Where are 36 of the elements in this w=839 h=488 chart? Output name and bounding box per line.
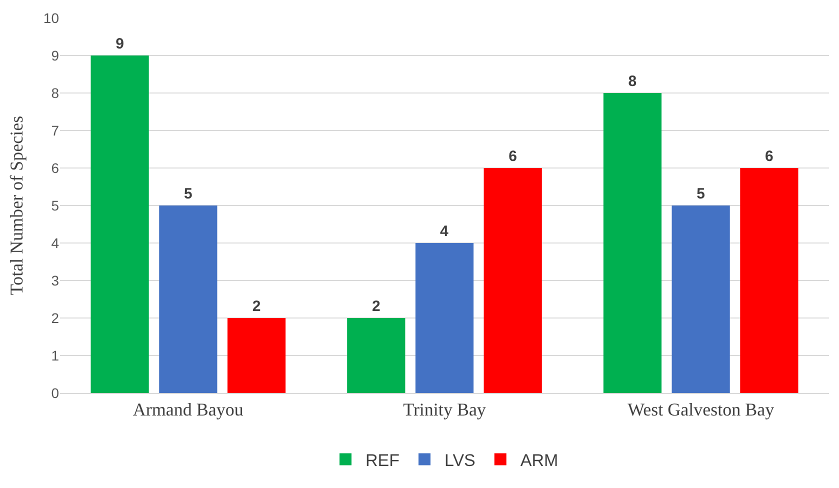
y-tick-label: 10 — [43, 10, 60, 26]
data-label: 6 — [508, 148, 518, 165]
bar — [672, 206, 730, 393]
y-tick-label: 0 — [51, 384, 60, 401]
legend-label: REF — [366, 450, 400, 470]
x-tick-label: West Galveston Bay — [628, 400, 774, 420]
y-tick-label: 7 — [51, 122, 60, 138]
y-axis-title: Total Number of Species — [6, 116, 27, 296]
y-tick-label: 8 — [51, 84, 60, 101]
bar — [484, 168, 542, 393]
bar — [603, 93, 662, 393]
bar — [347, 318, 406, 393]
data-label: 6 — [765, 148, 774, 165]
legend-label: ARM — [520, 450, 558, 470]
data-label: 9 — [116, 36, 124, 52]
data-label: 4 — [440, 223, 449, 240]
data-label: 2 — [372, 298, 380, 315]
data-label: 5 — [184, 186, 192, 202]
bar — [159, 206, 218, 393]
bar — [415, 243, 474, 393]
y-tick-label: 2 — [51, 310, 60, 326]
bar — [90, 56, 149, 393]
y-tick-label: 5 — [51, 197, 60, 214]
y-tick-label: 6 — [51, 160, 60, 176]
data-label: 5 — [696, 186, 705, 202]
legend-label: LVS — [444, 450, 476, 470]
x-tick-label: Armand Bayou — [132, 400, 244, 420]
data-label: 2 — [252, 298, 261, 315]
y-tick-label: 3 — [51, 272, 60, 288]
data-label: 8 — [628, 73, 637, 90]
bar — [227, 318, 286, 393]
y-tick-label: 1 — [51, 347, 60, 364]
bar — [740, 168, 798, 393]
y-tick-label: 9 — [51, 47, 60, 64]
y-tick-label: 4 — [51, 234, 60, 251]
x-tick-label: Trinity Bay — [403, 400, 486, 420]
